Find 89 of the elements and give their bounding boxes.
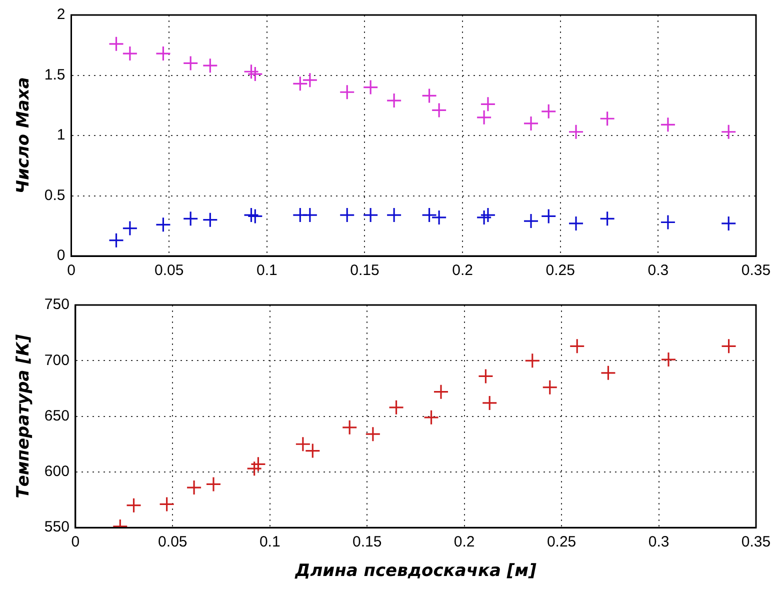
point [421, 88, 438, 104]
point [476, 210, 492, 226]
y-tick-label: 2 [56, 6, 66, 24]
y-tick-label: 1 [56, 126, 66, 144]
y-tick-label: 550 [44, 518, 70, 536]
x-tick-label: 0.1 [259, 534, 280, 551]
y-tick-label: 600 [44, 463, 70, 480]
point [159, 496, 175, 512]
point [423, 410, 440, 426]
point [108, 232, 124, 248]
x-tick-label: 0.1 [256, 262, 278, 280]
point [540, 208, 556, 224]
x-tick-label: 0.15 [350, 262, 380, 280]
x-tick-label: 0.3 [648, 534, 670, 551]
point [480, 96, 496, 112]
point [478, 368, 494, 384]
point [480, 207, 496, 223]
point [243, 64, 260, 80]
point [122, 46, 138, 62]
point [386, 92, 402, 108]
point [540, 104, 556, 120]
point [523, 116, 539, 132]
point [433, 384, 449, 400]
point [342, 420, 358, 436]
point [542, 380, 558, 396]
x-tick-label: 0.2 [454, 534, 475, 551]
point [600, 210, 616, 226]
point [246, 460, 262, 476]
point [247, 66, 263, 82]
point [122, 220, 138, 236]
point [421, 207, 438, 223]
y-tick-label: 1.5 [44, 66, 66, 84]
point [206, 476, 222, 492]
x-tick-label: 0.2 [452, 262, 473, 280]
x-tick-label: 0.25 [546, 534, 576, 551]
point [482, 395, 498, 411]
point [524, 352, 540, 368]
point [126, 498, 142, 514]
y-axis-title: Температура [К] [14, 334, 34, 498]
x-tick-label: 0.05 [158, 534, 188, 551]
y-tick-label: 0.5 [44, 186, 66, 204]
y-tick-label: 0 [56, 247, 66, 264]
point [388, 400, 404, 416]
point [720, 124, 736, 140]
point [569, 338, 585, 354]
point [292, 76, 308, 92]
point [600, 110, 616, 126]
point [202, 212, 218, 228]
point [108, 36, 124, 52]
point [250, 456, 266, 472]
x-tick-label: 0.35 [741, 262, 771, 280]
point [523, 213, 539, 229]
point [362, 207, 378, 223]
point [302, 72, 318, 88]
point [600, 365, 616, 381]
point [568, 216, 584, 232]
point [247, 208, 263, 224]
x-tick-label: 0.25 [546, 262, 575, 280]
point [339, 84, 355, 100]
point [202, 58, 218, 74]
y-axis-title: Число Маха [14, 77, 34, 194]
x-tick-label: 0.3 [648, 262, 669, 280]
point [476, 110, 492, 126]
point [155, 46, 172, 62]
point [431, 210, 447, 226]
point [302, 207, 318, 223]
x-tick-label: 0.05 [154, 262, 184, 280]
point [660, 352, 676, 368]
point [720, 338, 737, 354]
point [386, 207, 402, 223]
point [365, 426, 381, 442]
y-tick-label: 700 [44, 352, 70, 369]
point [182, 210, 198, 226]
point [568, 124, 584, 140]
point [339, 207, 355, 223]
y-tick-label: 650 [44, 407, 70, 424]
x-axis-title: Длина псевдоскачка [м] [294, 561, 537, 582]
point [186, 480, 202, 496]
point [660, 116, 676, 132]
point [720, 216, 736, 232]
x-tick-label: 0.15 [352, 534, 382, 551]
point [431, 102, 447, 118]
point [660, 214, 676, 230]
point [182, 55, 198, 71]
point [155, 216, 172, 232]
point [362, 80, 378, 96]
point [243, 207, 260, 223]
y-tick-label: 750 [44, 296, 70, 314]
x-tick-label: 0.35 [741, 534, 771, 551]
